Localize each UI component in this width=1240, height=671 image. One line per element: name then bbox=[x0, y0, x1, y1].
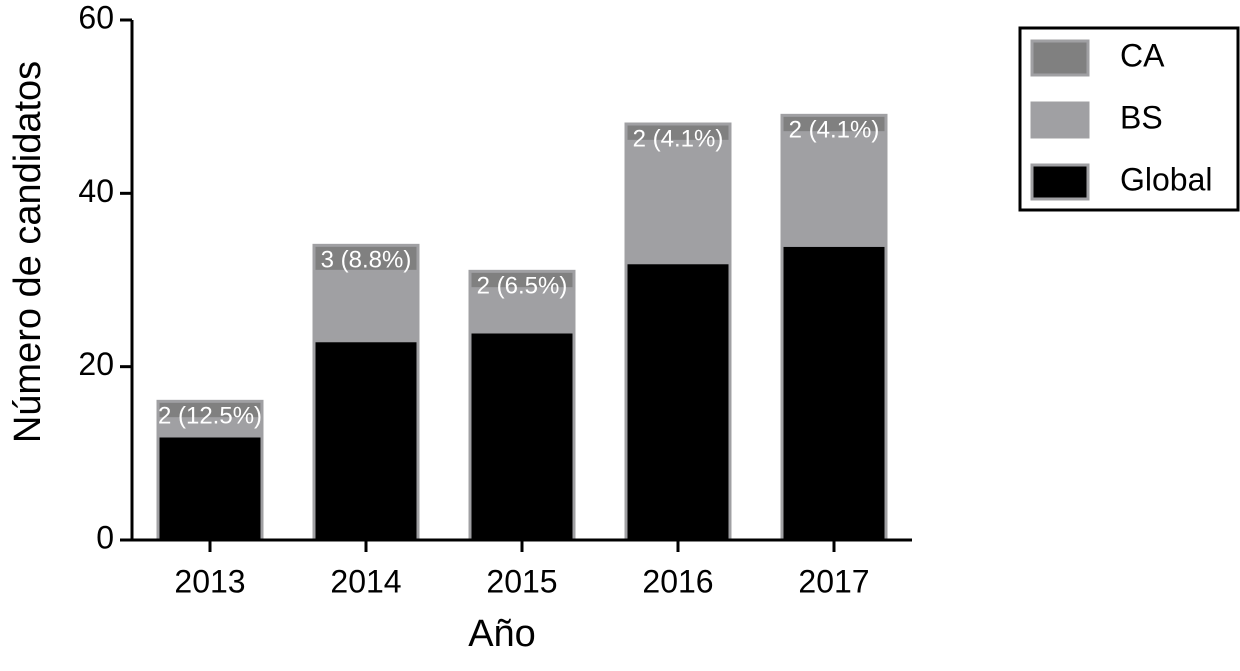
y-axis-title: Número de candidatos bbox=[7, 61, 49, 443]
x-tick-label: 2016 bbox=[642, 563, 713, 599]
x-tick-label: 2014 bbox=[330, 563, 401, 599]
data-label: 3 (8.8%) bbox=[321, 247, 412, 274]
legend-box bbox=[1018, 26, 1240, 212]
bar-segment bbox=[312, 269, 420, 343]
legend bbox=[1018, 26, 1240, 212]
data-label: 2 (4.1%) bbox=[789, 117, 880, 144]
legend-label: Global bbox=[1120, 161, 1213, 197]
bar-segment bbox=[156, 399, 264, 421]
data-label: 2 (6.5%) bbox=[477, 273, 568, 300]
bar-segment bbox=[312, 243, 420, 273]
x-tick-label: 2015 bbox=[486, 563, 557, 599]
bar-segment bbox=[624, 261, 732, 542]
bar-segment bbox=[156, 434, 264, 542]
bar-segment bbox=[312, 339, 420, 542]
bar-segment bbox=[624, 139, 732, 265]
bar-segment bbox=[780, 131, 888, 247]
x-axis-title: Año bbox=[468, 613, 536, 655]
bar-segment bbox=[780, 113, 888, 135]
y-tick-label: 60 bbox=[78, 0, 114, 35]
legend-swatch bbox=[1030, 101, 1090, 139]
bar-segment bbox=[468, 330, 576, 542]
legend-swatch bbox=[1030, 39, 1090, 77]
data-label: 2 (12.5%) bbox=[158, 403, 262, 430]
y-tick-label: 20 bbox=[78, 346, 114, 382]
bar-segment bbox=[468, 269, 576, 291]
x-tick-label: 2017 bbox=[798, 563, 869, 599]
y-tick-label: 40 bbox=[78, 173, 114, 209]
legend-label: BS bbox=[1120, 99, 1163, 135]
bar-segment bbox=[624, 122, 732, 143]
legend-swatch bbox=[1030, 163, 1090, 201]
x-tick-label: 2013 bbox=[174, 563, 245, 599]
legend-label: CA bbox=[1120, 37, 1165, 73]
bar-segment bbox=[780, 243, 888, 542]
data-label: 2 (4.1%) bbox=[633, 125, 724, 152]
y-tick-label: 0 bbox=[96, 519, 114, 555]
